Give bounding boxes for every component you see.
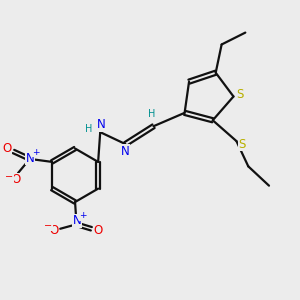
Text: +: + — [79, 212, 87, 220]
Text: S: S — [239, 138, 246, 151]
Text: O: O — [49, 224, 58, 237]
Text: −: − — [44, 221, 52, 231]
Text: N: N — [120, 145, 129, 158]
Text: N: N — [26, 152, 35, 165]
Text: −: − — [5, 172, 13, 182]
Text: H: H — [148, 109, 156, 119]
Text: N: N — [96, 118, 105, 131]
Text: N: N — [73, 214, 82, 227]
Text: H: H — [85, 124, 93, 134]
Text: O: O — [2, 142, 12, 155]
Text: +: + — [32, 148, 39, 157]
Text: O: O — [93, 224, 103, 237]
Text: S: S — [236, 88, 244, 100]
Text: O: O — [12, 173, 21, 186]
